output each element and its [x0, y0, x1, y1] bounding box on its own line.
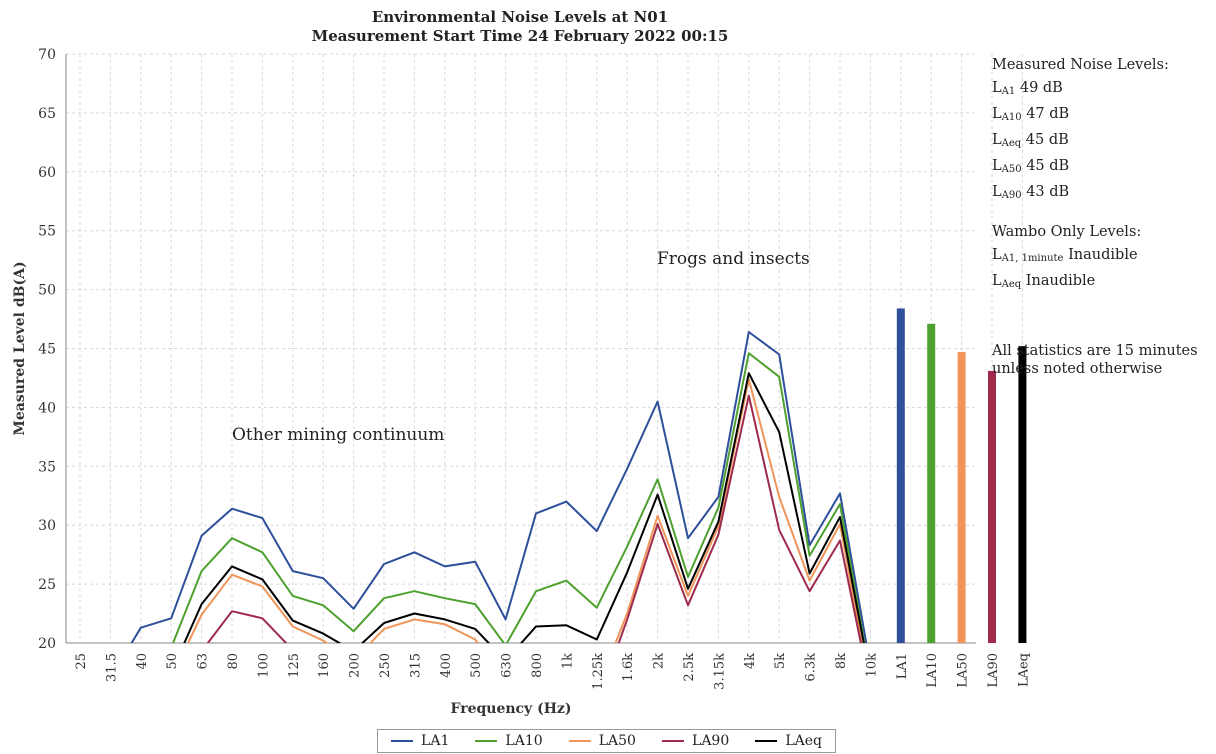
x-tick-label: 3.15k: [712, 653, 727, 690]
x-tick-label: 10k: [864, 653, 879, 678]
x-tick-label: 200: [348, 653, 363, 678]
legend-swatch: [755, 740, 778, 742]
wambo-item: LA1, 1minute Inaudible: [992, 247, 1138, 264]
x-tick-label: 5k: [773, 653, 788, 669]
x-tick-label: 4k: [743, 653, 758, 669]
y-tick-label: 20: [38, 636, 56, 652]
measured-item: LA1 49 dB: [992, 80, 1063, 97]
bar-tick-label: LA90: [986, 653, 1001, 688]
bar-tick-label: LA10: [925, 653, 940, 688]
legend-swatch: [662, 740, 685, 742]
x-tick-label: 50: [165, 653, 180, 670]
y-tick-label: 65: [38, 106, 56, 122]
y-tick-label: 35: [38, 459, 56, 475]
stat-bar-laeq: [1018, 346, 1027, 643]
y-tick-label: 55: [38, 224, 56, 240]
x-axis-label: Frequency (Hz): [451, 701, 572, 717]
y-tick-label: 45: [38, 342, 56, 358]
y-tick-label: 50: [38, 283, 56, 299]
x-tick-label: 500: [469, 653, 484, 678]
annotation-mining: Other mining continuum: [232, 425, 445, 445]
series-line-la90: [206, 394, 862, 643]
noise-levels-panel: Measured Noise Levels: LA1 49 dB LA10 47…: [992, 54, 1216, 378]
legend-item-laeq: LAeq: [755, 733, 822, 749]
legend-item-la10: LA10: [475, 733, 543, 749]
x-tick-label: 400: [439, 653, 454, 678]
x-tick-label: 25: [74, 653, 89, 670]
stat-bar-la90: [988, 370, 996, 643]
bar-tick-label: LAeq: [1016, 653, 1031, 687]
stat-bar-la50: [957, 352, 966, 643]
y-tick-label: 25: [38, 577, 56, 593]
y-tick-label: 60: [38, 165, 56, 181]
y-tick-label: 40: [38, 400, 56, 416]
x-tick-label: 8k: [834, 653, 849, 669]
y-tick-label: 70: [38, 47, 56, 63]
annotation-frogs: Frogs and insects: [657, 249, 810, 269]
y-tick-label: 30: [38, 518, 56, 534]
x-tick-label: 31.5: [104, 653, 119, 682]
series-line-la50: [186, 378, 863, 643]
series-line-la10: [171, 352, 866, 643]
measured-item: LA90 43 dB: [992, 184, 1070, 201]
legend-item-la50: LA50: [568, 733, 636, 749]
x-tick-label: 315: [408, 653, 423, 678]
x-tick-label: 100: [256, 653, 271, 678]
chart-subtitle: Measurement Start Time 24 February 2022 …: [311, 27, 729, 45]
measured-heading: Measured Noise Levels:: [992, 57, 1169, 73]
wambo-item: LAeq Inaudible: [992, 273, 1096, 290]
bar-tick-label: LA50: [956, 653, 971, 688]
x-tick-label: 40: [135, 653, 150, 670]
x-tick-label: 800: [530, 653, 545, 678]
measured-item: LA50 45 dB: [992, 158, 1070, 175]
legend-item-la1: LA1: [391, 733, 449, 749]
measured-item: LA10 47 dB: [992, 106, 1070, 123]
bar-tick-label: LA1: [895, 653, 910, 679]
x-tick-label: 250: [378, 653, 393, 678]
y-axis-label: Measured Level dB(A): [12, 261, 28, 435]
x-tick-label: 1.25k: [591, 653, 606, 690]
x-tick-label: 630: [500, 653, 515, 678]
series-line-laeq: [183, 372, 865, 643]
legend-swatch: [475, 740, 498, 742]
legend-swatch: [568, 740, 591, 742]
legend-item-la90: LA90: [662, 733, 729, 749]
footnote-line: unless noted otherwise: [992, 361, 1163, 377]
stat-bar-la1: [896, 308, 905, 643]
measured-item: LAeq 45 dB: [992, 132, 1069, 149]
x-tick-label: 1k: [560, 653, 575, 669]
chart-legend: LA1 LA10 LA50 LA90 LAeq: [377, 729, 836, 753]
series-line-la1: [130, 331, 868, 643]
wambo-heading: Wambo Only Levels:: [992, 224, 1142, 240]
x-tick-label: 160: [317, 653, 332, 678]
legend-swatch: [391, 740, 414, 742]
chart-title: Environmental Noise Levels at N01: [371, 8, 669, 26]
x-tick-label: 1.6k: [621, 653, 636, 682]
x-tick-label: 80: [226, 653, 241, 670]
x-tick-label: 63: [196, 653, 211, 670]
x-tick-label: 125: [287, 653, 302, 678]
footnote-line: All statistics are 15 minutes: [992, 343, 1198, 359]
stat-bar-la10: [927, 323, 936, 643]
x-tick-label: 2.5k: [682, 653, 697, 682]
x-tick-label: 2k: [652, 653, 667, 669]
x-tick-label: 6.3k: [804, 653, 819, 682]
